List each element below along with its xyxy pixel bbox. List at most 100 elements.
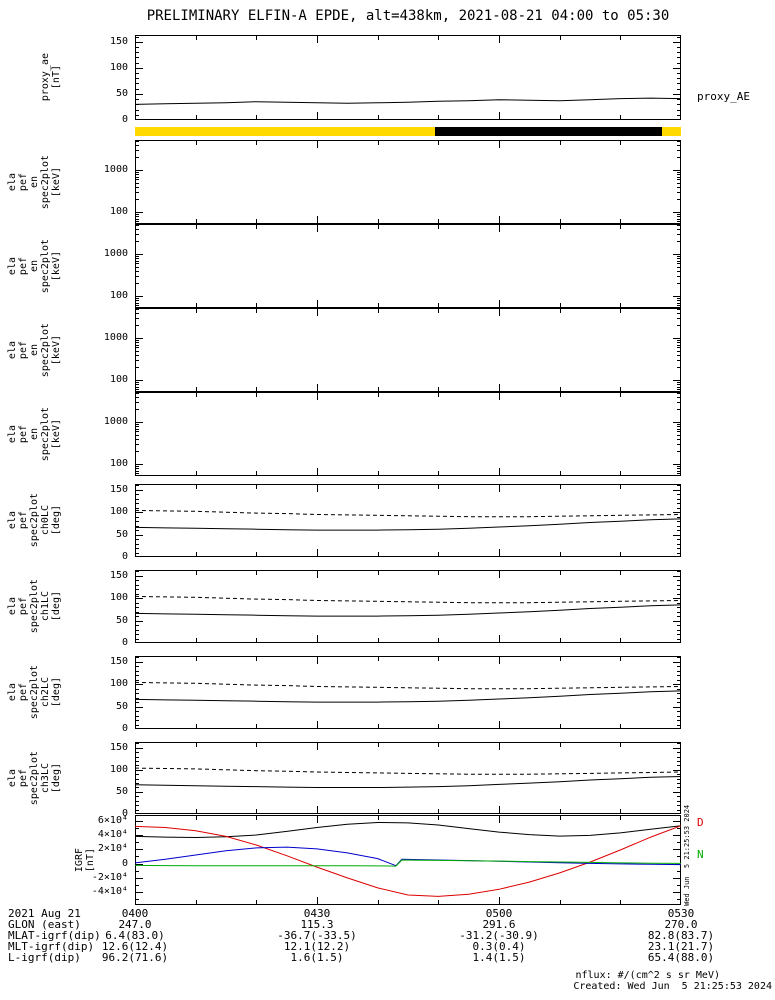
- ytick-label-energy_spec_1: 1000: [103, 164, 128, 176]
- panel-pitch_ch3lc: [134, 742, 682, 815]
- panel-energy_spec_3: [135, 308, 682, 392]
- panel-frame: [135, 815, 681, 905]
- ytick-label-energy_spec_2: 100: [109, 290, 128, 302]
- axis-ticks: [135, 36, 682, 121]
- y-axis-label-pitch_ch2lc: ela pef spec2plot ch2LC [deg]: [4, 656, 62, 729]
- ytick-label-pitch_ch0lc: 0: [121, 551, 128, 562]
- ylabel-line: spec2plot: [40, 154, 51, 210]
- ylabel-line: ch1LC: [40, 591, 51, 622]
- y-axis-label-igrf: IGRF [nT]: [38, 815, 96, 905]
- row-value: 0400: [121, 907, 149, 920]
- ytick-label-pitch_ch0lc: 150: [109, 483, 128, 495]
- ylabel-line: pef: [18, 511, 29, 530]
- ytick-label-pitch_ch0lc: 50: [115, 528, 128, 540]
- ylabel-line: [deg]: [51, 762, 62, 794]
- y-axis-label-pitch_ch3lc: ela pef spec2plot ch3LC [deg]: [4, 742, 62, 814]
- orbit-bar-segment-1: [434, 127, 662, 136]
- nflux-units-note: nflux: #/(cm^2 s sr MeV): [575, 970, 721, 981]
- series-b_total: [134, 821, 682, 839]
- ylabel-line: ela: [7, 511, 18, 530]
- ytick-label-pitch_ch3lc: 0: [121, 808, 128, 819]
- row-value: 270.0: [664, 918, 698, 931]
- y-axis-label-energy_spec_2: ela pef en spec2plot [keV]: [4, 224, 62, 308]
- panel-energy_spec_1: [135, 140, 682, 224]
- y-axis-label-proxy_ae: proxy_ae [nT]: [4, 35, 62, 120]
- row-value: -36.7(-33.5): [277, 929, 357, 942]
- ylabel-line: [nT]: [85, 847, 96, 873]
- ylabel-line: proxy_ae: [40, 53, 51, 102]
- panel-frame: [135, 570, 681, 643]
- ytick-label-igrf: -4×10⁴: [91, 886, 128, 898]
- ylabel-line: ela: [7, 340, 18, 360]
- panel-frame: [135, 140, 681, 224]
- row-value: 82.8(83.7): [647, 929, 715, 942]
- row-value: 96.2(71.6): [101, 951, 169, 964]
- panel-frame: [135, 742, 681, 814]
- ylabel-line: pef: [18, 768, 29, 788]
- ytick-label-energy_spec_1: 100: [109, 206, 128, 218]
- y-axis-label-energy_spec_3: ela pef en spec2plot [keV]: [4, 308, 62, 392]
- axis-ticks: [135, 743, 682, 815]
- series-loss_cone_ch1: [134, 604, 682, 617]
- ylabel-line: [keV]: [51, 166, 62, 198]
- ylabel-line: ela: [7, 683, 18, 702]
- right-label-D: D: [697, 816, 704, 830]
- orbit-day-night-bar: [135, 127, 681, 136]
- row-label-4: L-igrf(dip): [8, 951, 81, 964]
- row-value: 6.4(83.0): [105, 929, 165, 942]
- ylabel-line: ch2LC: [40, 677, 51, 708]
- ylabel-line: [deg]: [51, 505, 62, 536]
- orbit-bar-segment-2: [661, 127, 681, 136]
- ylabel-line: ela: [7, 424, 18, 444]
- panel-canvas-pitch_ch1lc: [134, 570, 682, 644]
- row-label-0: 2021 Aug 21: [8, 907, 81, 920]
- axis-ticks: [135, 393, 682, 475]
- ylabel-line: [keV]: [51, 250, 62, 282]
- ylabel-line: pef: [18, 597, 29, 616]
- panel-canvas-proxy_ae: [134, 35, 682, 121]
- panel-frame: [135, 392, 681, 476]
- series-b_east: [134, 859, 682, 867]
- panel-canvas-pitch_ch3lc: [134, 742, 682, 815]
- panel-pitch_ch2lc: [134, 656, 682, 730]
- y-axis-label-pitch_ch0lc: ela pef spec2plot ch0LC [deg]: [4, 484, 62, 557]
- series-anti_loss_cone_ch0: [134, 509, 682, 518]
- created-timestamp: Created: Wed Jun 5 21:25:53 2024: [573, 981, 772, 992]
- row-value: -31.2(-30.9): [459, 929, 539, 942]
- ytick-label-proxy_ae: 150: [109, 35, 128, 47]
- panel-frame: [135, 484, 681, 557]
- panel-canvas-pitch_ch2lc: [134, 656, 682, 730]
- row-value: 1.6(1.5): [290, 951, 344, 964]
- row-value: 65.4(88.0): [647, 951, 715, 964]
- row-label-1: GLON (east): [8, 918, 81, 931]
- panel-proxy_ae: [134, 35, 682, 121]
- ytick-label-igrf: -2×10⁴: [91, 871, 128, 883]
- ylabel-line: [keV]: [51, 418, 62, 450]
- ytick-label-energy_spec_3: 1000: [103, 332, 128, 344]
- ytick-label-pitch_ch1lc: 50: [115, 614, 128, 626]
- ylabel-line: pef: [18, 683, 29, 702]
- row-value: 12.1(12.2): [283, 940, 351, 953]
- panel-pitch_ch0lc: [134, 484, 682, 558]
- ytick-label-proxy_ae: 50: [115, 87, 128, 99]
- ylabel-line: spec2plot: [40, 406, 51, 462]
- ytick-label-pitch_ch0lc: 100: [109, 506, 128, 518]
- ytick-label-proxy_ae: 100: [109, 61, 128, 73]
- ytick-label-pitch_ch3lc: 50: [115, 785, 128, 797]
- ytick-label-pitch_ch1lc: 0: [121, 637, 128, 648]
- ylabel-line: en: [29, 259, 40, 273]
- ytick-label-igrf: 2×10⁴: [97, 843, 128, 855]
- ylabel-line: spec2plot: [29, 579, 40, 634]
- axis-ticks: [135, 571, 682, 644]
- panel-energy_spec_4: [135, 392, 682, 476]
- ylabel-line: pef: [18, 424, 29, 444]
- series-anti_loss_cone_ch2: [134, 681, 682, 690]
- ytick-label-igrf: 0: [121, 857, 128, 869]
- series-proxy_AE: [134, 97, 682, 105]
- side-timestamp: Wed Jun 5 21:25:53 2024: [683, 804, 691, 906]
- y-axis-label-energy_spec_4: ela pef en spec2plot [keV]: [4, 392, 62, 476]
- ylabel-line: [nT]: [51, 65, 62, 90]
- row-value: 0530: [667, 907, 695, 920]
- ylabel-line: pef: [18, 340, 29, 360]
